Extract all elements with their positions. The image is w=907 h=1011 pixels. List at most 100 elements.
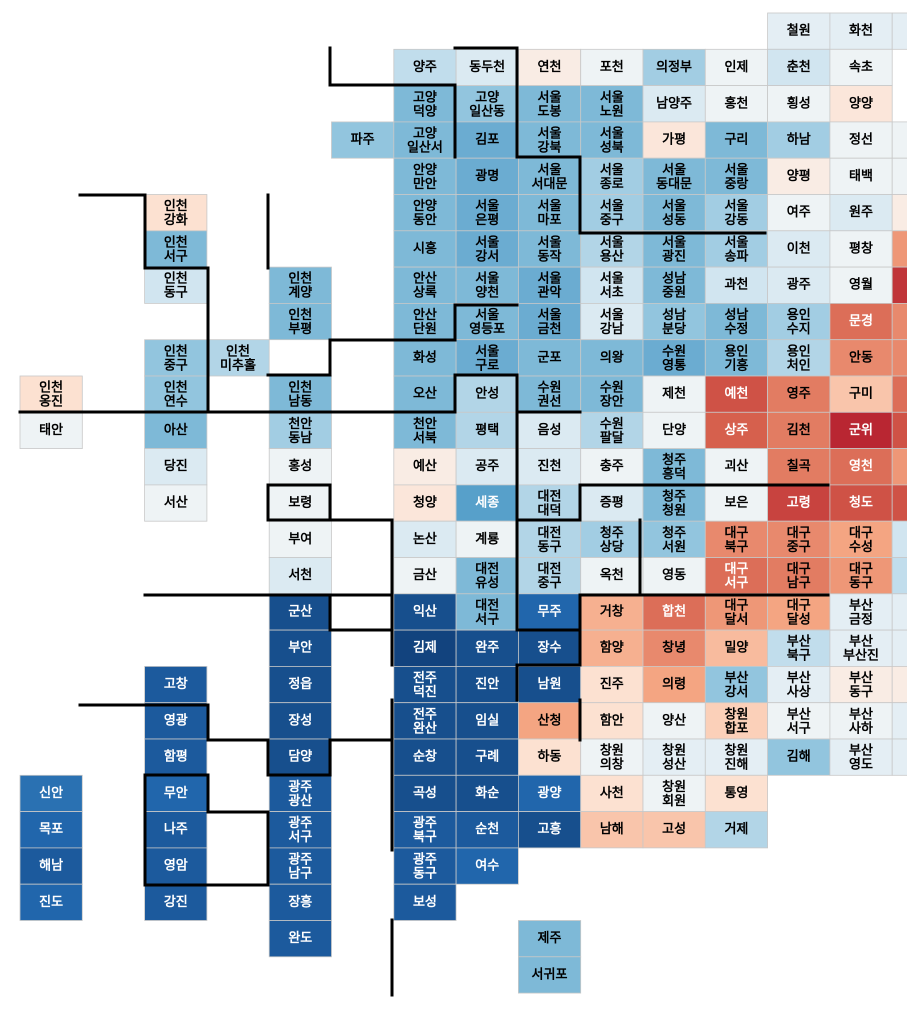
region-label: 상록 [413, 286, 437, 301]
region-fill [767, 593, 831, 631]
region-fill [393, 847, 457, 885]
region-cell: 영덕 [891, 266, 907, 304]
region-label: 인천 [164, 234, 188, 250]
region-fill [891, 302, 907, 341]
region-fill [144, 266, 208, 304]
region-label: 서울 [662, 162, 686, 178]
region-fill [704, 411, 768, 449]
region-label: 은평 [475, 212, 499, 228]
region-fill [891, 738, 907, 776]
region-label: 고성 [662, 822, 686, 837]
region-label: 서울 [475, 271, 499, 287]
region-fill [268, 520, 332, 558]
region-label: 일산서 [407, 140, 443, 156]
region-label: 서구 [475, 612, 499, 627]
region-label: 완산 [413, 720, 437, 736]
region-fill [268, 411, 332, 449]
region-fill [393, 883, 457, 921]
region-label: 함안 [600, 712, 624, 728]
region-fill [268, 302, 332, 341]
region-label: 청주 [662, 489, 686, 505]
region-label: 해남 [39, 858, 63, 874]
region-fill [704, 520, 768, 558]
region-fill [393, 520, 457, 558]
region-fill [642, 666, 706, 704]
region-cell: 의왕 [580, 339, 644, 377]
region-cell: 장흥 [268, 883, 332, 921]
region-fill [518, 774, 582, 812]
region-label: 대전 [538, 561, 562, 577]
region-cell: 홍천 [704, 85, 768, 123]
region-cell: 밀양 [704, 629, 768, 667]
region-label: 창원 [662, 779, 686, 795]
region-cell: 김천 [767, 411, 831, 449]
region-label: 서울 [475, 234, 499, 250]
region-label: 김해 [787, 749, 811, 765]
region-label: 태안 [39, 422, 63, 438]
region-label: 서울 [538, 271, 562, 287]
region-fill [580, 157, 644, 195]
region-cell: 괴산 [704, 448, 768, 486]
region-fill [580, 121, 644, 159]
region-label: 서구 [164, 249, 188, 264]
region-label: 광산 [288, 793, 312, 809]
region-fill [144, 375, 208, 413]
region-label: 상주 [724, 423, 748, 438]
region-label: 합천 [662, 603, 686, 619]
region-label: 서울 [538, 89, 562, 105]
region-label: 의왕 [600, 349, 624, 365]
region-cell: 하남 [767, 121, 831, 159]
province-border [328, 46, 457, 159]
region-label: 서울 [538, 126, 562, 142]
region-fill [455, 85, 519, 123]
region-label: 양천 [475, 286, 499, 301]
region-cell: 의령 [642, 666, 706, 704]
region-label: 북구 [787, 649, 811, 664]
region-cell: 거창 [580, 593, 644, 631]
region-label: 부산 [849, 670, 873, 686]
region-cell: 영주 [767, 375, 831, 413]
region-cell: 강릉 [891, 121, 907, 159]
region-label: 고양 [413, 127, 437, 142]
region-label: 예산 [413, 458, 437, 474]
region-label: 청원 [662, 503, 686, 519]
region-label: 광주 [288, 816, 312, 831]
region-label: 서산 [164, 495, 188, 511]
region-fill [891, 121, 907, 159]
region-label: 성동 [662, 213, 686, 228]
region-fill [767, 194, 831, 232]
region-label: 인천 [164, 343, 188, 359]
region-fill [704, 48, 768, 86]
region-cell: 정읍 [268, 666, 332, 704]
region-cell: 가평 [642, 121, 706, 159]
region-label: 상당 [600, 539, 624, 555]
region-fill [642, 302, 706, 341]
province-border [453, 46, 767, 235]
region-label: 인천 [288, 380, 312, 396]
region-fill [144, 484, 208, 522]
region-fill [580, 448, 644, 486]
region-fill [829, 484, 893, 522]
region-label: 창원 [724, 706, 748, 722]
region-fill [19, 883, 83, 921]
region-fill [891, 12, 907, 50]
region-cell: 화성 [393, 339, 457, 377]
region-fill [891, 230, 907, 268]
region-fill [455, 847, 519, 885]
region-label: 서울 [600, 234, 624, 250]
